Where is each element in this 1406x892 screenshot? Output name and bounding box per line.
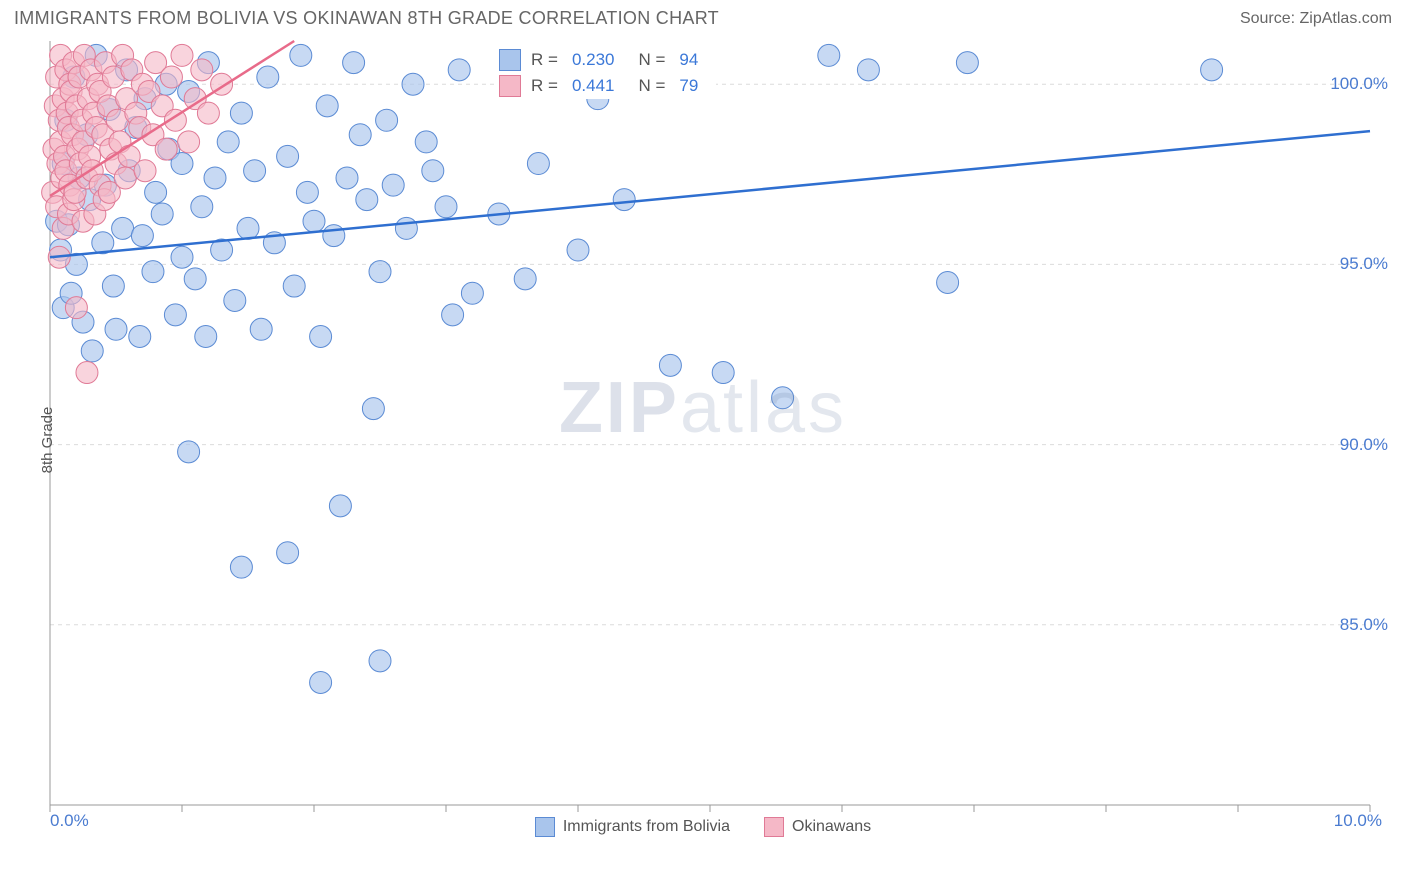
scatter-plot	[0, 35, 1406, 845]
correlation-row: R = 0.230 N = 94	[495, 47, 716, 73]
source-attribution: Source: ZipAtlas.com	[1240, 10, 1392, 28]
legend-item-bolivia: Immigrants from Bolivia	[535, 817, 730, 837]
legend-label-bolivia: Immigrants from Bolivia	[563, 818, 730, 835]
corr-R-value: 0.230	[572, 50, 615, 70]
legend-swatch-bolivia	[535, 817, 555, 837]
corr-R-label: R =	[531, 76, 558, 96]
y-tick-label: 95.0%	[1340, 254, 1388, 274]
chart-title: IMMIGRANTS FROM BOLIVIA VS OKINAWAN 8TH …	[14, 8, 719, 29]
corr-swatch	[499, 49, 521, 71]
source-link[interactable]: ZipAtlas.com	[1300, 10, 1392, 27]
corr-R-label: R =	[531, 50, 558, 70]
series-legend: Immigrants from Bolivia Okinawans	[0, 809, 1406, 845]
legend-swatch-okinawans	[764, 817, 784, 837]
legend-label-okinawans: Okinawans	[792, 818, 871, 835]
y-tick-label: 85.0%	[1340, 615, 1388, 635]
chart-header: IMMIGRANTS FROM BOLIVIA VS OKINAWAN 8TH …	[0, 0, 1406, 35]
source-prefix: Source:	[1240, 10, 1300, 27]
legend-item-okinawans: Okinawans	[764, 817, 871, 837]
correlation-row: R = 0.441 N = 79	[495, 73, 716, 99]
corr-N-label: N =	[638, 50, 665, 70]
corr-R-value: 0.441	[572, 76, 615, 96]
corr-N-value: 79	[679, 76, 698, 96]
chart-container: 8th Grade ZIPatlas R =0.230N =94R =0.441…	[0, 35, 1406, 845]
y-tick-label: 90.0%	[1340, 435, 1388, 455]
correlation-legend: R = 0.230 N = 94 R = 0.441 N = 79	[495, 47, 716, 99]
corr-N-label: N =	[638, 76, 665, 96]
corr-N-value: 94	[679, 50, 698, 70]
y-tick-label: 100.0%	[1330, 74, 1388, 94]
corr-swatch	[499, 75, 521, 97]
y-axis-label: 8th Grade	[39, 407, 56, 474]
